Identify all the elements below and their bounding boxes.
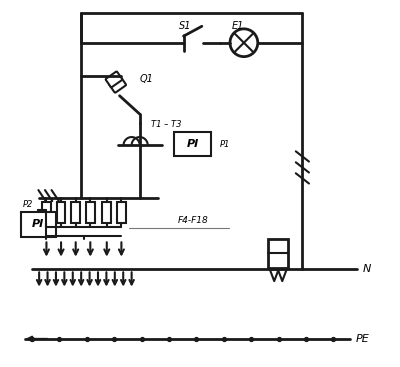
Bar [174,132,211,156]
Bar [86,202,95,223]
Bar [117,202,126,223]
Bar [71,202,80,223]
Text: N: N [363,264,371,275]
Bar [57,202,66,223]
FancyBboxPatch shape [110,77,126,92]
Text: T1 – T3: T1 – T3 [151,120,181,129]
Text: Q1: Q1 [140,74,154,84]
Text: P2: P2 [23,200,33,209]
Bar [21,212,56,236]
Text: S1: S1 [179,21,192,31]
Text: PI: PI [32,219,44,229]
Text: E1: E1 [232,21,244,31]
Bar [42,202,51,223]
FancyBboxPatch shape [106,72,122,87]
Text: PE: PE [355,334,369,344]
Bar [268,239,288,268]
Text: P1: P1 [220,140,230,149]
Text: PI: PI [186,139,199,149]
Text: F4-F18: F4-F18 [178,216,209,225]
Bar [102,202,111,223]
